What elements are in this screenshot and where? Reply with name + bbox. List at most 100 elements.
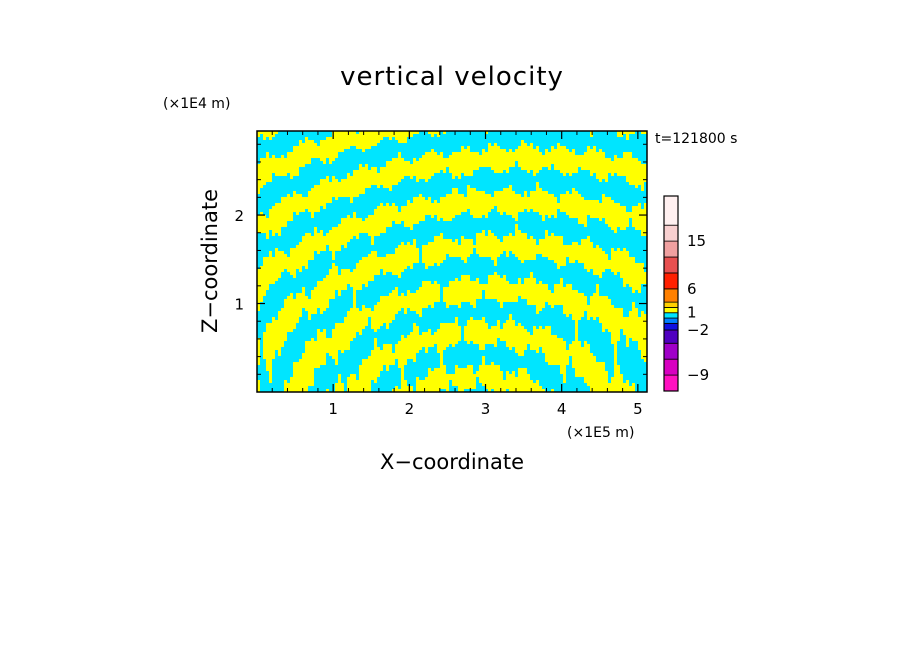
field-negative-cell [257,335,264,339]
field-negative-cell [401,272,495,276]
field-positive-cell [284,380,288,384]
field-positive-cell [623,155,633,159]
field-negative-cell [380,233,441,237]
field-negative-cell [368,164,387,168]
field-positive-cell [260,212,264,216]
field-negative-cell [530,374,564,378]
field-negative-cell [287,221,342,225]
field-negative-cell [257,311,279,315]
field-negative-cell [533,380,537,384]
field-positive-cell [428,197,432,201]
field-positive-cell [347,215,351,219]
field-positive-cell [314,287,348,291]
field-positive-cell [614,230,618,234]
field-negative-cell [329,179,333,183]
field-positive-cell [383,185,393,189]
field-positive-cell [497,206,627,210]
field-negative-cell [398,209,402,213]
field-positive-cell [500,302,504,306]
field-negative-cell [587,341,612,345]
field-negative-cell [338,272,342,276]
field-negative-cell [488,212,501,216]
field-negative-cell [377,254,387,258]
field-negative-cell [320,251,333,255]
field-negative-cell [578,338,612,342]
field-negative-cell [521,230,546,234]
field-negative-cell [389,203,393,207]
field-negative-cell [314,254,333,258]
field-negative-cell [533,146,537,150]
field-negative-cell [449,344,453,348]
field-negative-cell [602,179,606,183]
field-positive-cell [614,362,618,366]
field-negative-cell [278,278,324,282]
field-negative-cell [569,149,573,153]
field-negative-cell [434,263,438,267]
field-positive-cell [380,170,441,174]
field-positive-cell [518,146,534,150]
field-positive-cell [335,197,339,201]
field-negative-cell [440,284,450,288]
field-negative-cell [593,242,647,246]
field-negative-cell [515,374,519,378]
field-positive-cell [257,224,288,228]
field-negative-cell [518,224,585,228]
field-positive-cell [479,347,486,351]
field-positive-cell [359,164,363,168]
field-negative-cell [281,233,306,237]
field-positive-cell [257,380,261,384]
field-negative-cell [419,131,429,135]
field-negative-cell [260,191,294,195]
field-positive-cell [584,263,645,267]
field-negative-cell [554,146,558,150]
field-negative-cell [413,224,516,228]
field-negative-cell [527,233,546,237]
field-negative-cell [509,170,528,174]
field-positive-cell [542,347,567,351]
field-negative-cell [443,359,483,363]
field-positive-cell [299,242,348,246]
field-negative-cell [566,263,585,267]
field-positive-cell [287,269,297,273]
field-positive-cell [515,350,525,354]
field-positive-cell [263,257,315,261]
field-positive-cell [626,137,630,141]
field-negative-cell [434,173,453,177]
field-positive-cell [395,344,435,348]
field-positive-cell [365,284,369,288]
field-positive-cell [335,386,345,390]
field-negative-cell [458,191,468,195]
field-negative-cell [545,305,552,309]
field-negative-cell [404,374,429,378]
field-positive-cell [410,266,414,270]
field-positive-cell [614,359,618,363]
field-negative-cell [335,176,348,180]
time-label: t=121800 s [655,131,737,147]
field-negative-cell [347,242,372,246]
field-positive-cell [641,353,647,357]
field-negative-cell [332,161,387,165]
field-positive-cell [545,152,576,156]
field-positive-cell [611,257,636,261]
field-negative-cell [605,365,615,369]
field-positive-cell [632,305,636,309]
x-tick-label: 5 [633,400,643,418]
colorbar-segment [663,240,679,258]
field-negative-cell [257,251,270,255]
field-positive-cell [518,374,531,378]
field-negative-cell [371,386,396,390]
field-positive-cell [374,329,378,333]
field-positive-cell [257,173,273,177]
field-negative-cell [335,257,363,261]
field-negative-cell [461,302,471,306]
field-negative-cell [479,281,489,285]
field-positive-cell [479,380,534,384]
field-negative-cell [560,266,585,270]
field-positive-cell [374,380,378,384]
field-positive-cell [368,215,426,219]
field-positive-cell [395,347,423,351]
x-axis-title: X−coordinate [380,450,524,474]
field-negative-cell [416,353,441,357]
field-positive-cell [614,272,618,276]
field-negative-cell [533,272,594,276]
